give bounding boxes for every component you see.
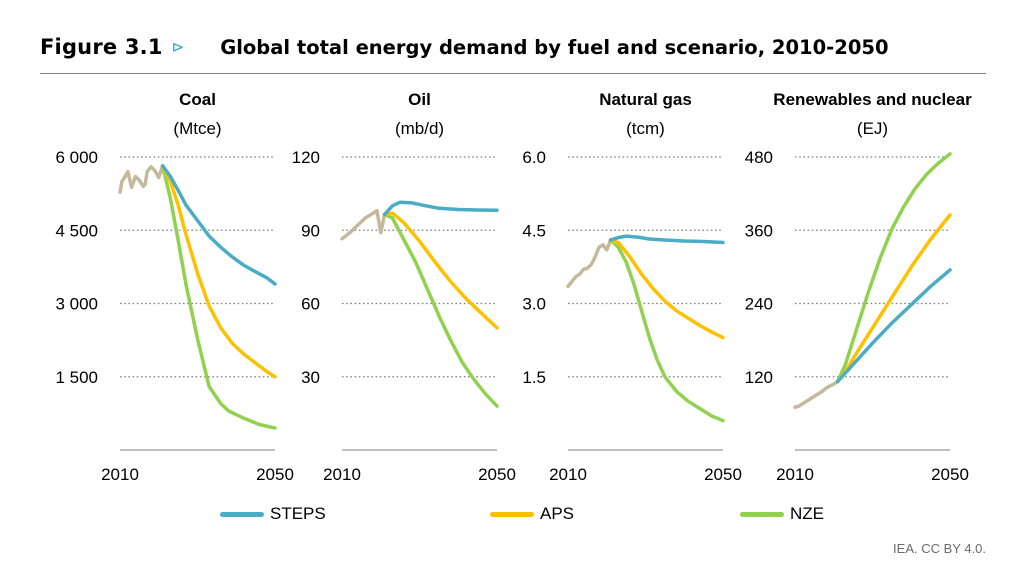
legend-swatch-aps — [490, 511, 534, 517]
natural-gas-aps-line — [608, 238, 725, 340]
charts-area: Coal (Mtce) 1 500 3 000 4 500 6 000 2010 2050 Oi… — [55, 90, 972, 484]
oil-chart-title: Oil — [408, 90, 431, 109]
legend-item-aps: APS — [490, 504, 574, 524]
natural-gas-y-tick-label: 3.0 — [522, 295, 546, 314]
natural-gas-historical-line — [566, 238, 613, 289]
natural-gas-steps-line — [608, 234, 725, 245]
natural-gas-y-tick-label: 4.5 — [522, 221, 546, 240]
figure-title: Global total energy demand by fuel and s… — [220, 35, 889, 59]
legend-label-aps: APS — [540, 504, 575, 523]
legend-item-steps: STEPS — [220, 504, 326, 524]
figure-label: Figure 3.1 — [40, 35, 163, 59]
oil-chart-unit: (mb/d) — [395, 119, 444, 138]
oil-steps-line — [382, 200, 499, 217]
natural-gas-chart-title: Natural gas — [599, 90, 692, 109]
natural-gas-x-tick-label: 2050 — [704, 465, 742, 484]
oil-y-tick-label: 60 — [301, 295, 320, 314]
natural-gas-y-tick-label: 6.0 — [522, 148, 546, 167]
oil-y-tick-label: 90 — [301, 221, 320, 240]
legend-item-nze: NZE — [740, 504, 824, 524]
coal-chart-title: Coal — [179, 90, 216, 109]
renewables-and-nuclear-y-tick-label: 240 — [745, 295, 773, 314]
legend-swatch-nze — [740, 511, 784, 517]
coal-x-tick-label: 2010 — [101, 465, 139, 484]
legend-label-nze: NZE — [790, 504, 824, 523]
legend-swatch-steps — [220, 511, 264, 517]
renewables-and-nuclear-nze-line — [835, 152, 952, 384]
oil-y-tick-label: 30 — [301, 368, 320, 387]
renewables-and-nuclear-x-tick-label: 2010 — [776, 465, 814, 484]
renewables-and-nuclear-y-tick-label: 120 — [745, 368, 773, 387]
figure-arrow-icon: ⊳ — [171, 38, 185, 56]
oil-y-tick-label: 120 — [292, 148, 320, 167]
coal-chart-unit: (Mtce) — [173, 119, 221, 138]
renewables-and-nuclear-chart-title: Renewables and nuclear — [773, 90, 972, 109]
coal-x-tick-label: 2050 — [256, 465, 294, 484]
credit-text: IEA. CC BY 4.0. — [893, 541, 986, 556]
coal-y-tick-label: 4 500 — [55, 221, 98, 240]
coal-steps-line — [160, 164, 277, 286]
coal-y-tick-label: 6 000 — [55, 148, 98, 167]
oil-x-tick-label: 2010 — [323, 465, 361, 484]
oil-historical-line — [340, 208, 387, 241]
natural-gas-x-tick-label: 2010 — [549, 465, 587, 484]
figure-header: Figure 3.1 ⊳ Global total energy demand … — [40, 30, 889, 64]
renewables-and-nuclear-steps-line — [835, 268, 952, 384]
natural-gas-y-tick-label: 1.5 — [522, 368, 546, 387]
oil-nze-line — [382, 212, 499, 408]
oil-x-tick-label: 2050 — [478, 465, 516, 484]
natural-gas-chart-unit: (tcm) — [626, 119, 665, 138]
natural-gas-nze-line — [608, 238, 725, 423]
coal-y-tick-label: 3 000 — [55, 295, 98, 314]
oil-aps-line — [382, 211, 499, 330]
renewables-and-nuclear-chart-unit: (EJ) — [857, 119, 888, 138]
renewables-and-nuclear-aps-line — [835, 213, 952, 384]
renewables-and-nuclear-y-tick-label: 480 — [745, 148, 773, 167]
coal-y-tick-label: 1 500 — [55, 368, 98, 387]
coal-historical-line — [118, 164, 165, 194]
coal-aps-line — [160, 164, 277, 379]
legend-label-steps: STEPS — [270, 504, 326, 523]
renewables-and-nuclear-x-tick-label: 2050 — [931, 465, 969, 484]
renewables-and-nuclear-historical-line — [793, 379, 840, 410]
coal-nze-line — [160, 164, 277, 430]
header-divider — [40, 73, 986, 74]
legend: STEPS APS NZE — [0, 504, 1024, 528]
renewables-and-nuclear-y-tick-label: 360 — [745, 221, 773, 240]
